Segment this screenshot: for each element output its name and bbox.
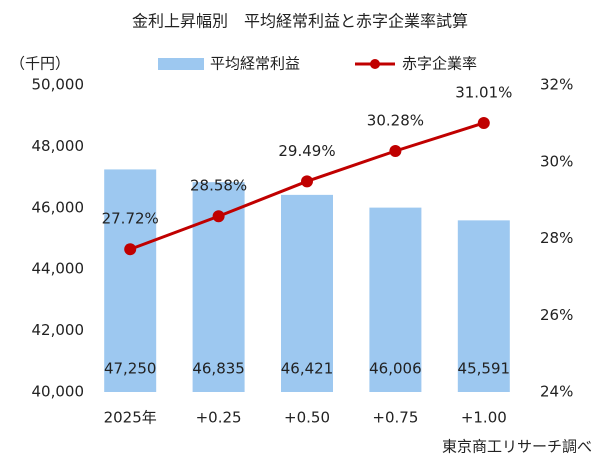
y2-tick-label: 28% xyxy=(540,229,573,247)
line-value-label: 28.58% xyxy=(190,177,247,195)
line-value-label: 31.01% xyxy=(455,83,512,101)
y-tick-label: 44,000 xyxy=(32,260,85,278)
legend-label: 赤字企業率 xyxy=(402,55,477,73)
line-point xyxy=(389,145,402,158)
legend-swatch xyxy=(158,58,204,70)
line-point xyxy=(477,116,490,129)
y-tick-label: 46,000 xyxy=(32,198,85,216)
legend-label: 平均経常利益 xyxy=(210,55,300,73)
bar-value-label: 47,250 xyxy=(104,360,157,378)
y-tick-label: 42,000 xyxy=(32,321,85,339)
bar-value-label: 45,591 xyxy=(458,360,511,378)
bar-value-label: 46,835 xyxy=(192,360,245,378)
bar-value-label: 46,006 xyxy=(369,360,422,378)
chart-title: 金利上昇幅別 平均経常利益と赤字企業率試算 xyxy=(132,12,468,31)
bar xyxy=(369,207,422,392)
bar-value-label: 46,421 xyxy=(281,360,334,378)
line-point xyxy=(212,210,225,223)
y2-tick-label: 32% xyxy=(540,76,573,94)
y2-tick-label: 24% xyxy=(540,383,573,401)
x-tick-label: +1.00 xyxy=(461,409,507,427)
bar xyxy=(457,220,510,392)
source-note: 東京商工リサーチ調べ xyxy=(442,438,592,456)
x-tick-label: +0.75 xyxy=(372,409,418,427)
y-tick-label: 48,000 xyxy=(32,137,85,155)
y-axis-label: （千円） xyxy=(10,55,70,73)
x-tick-label: +0.50 xyxy=(284,409,330,427)
line-value-label: 30.28% xyxy=(367,112,424,130)
line-point xyxy=(124,243,137,256)
line-value-label: 27.72% xyxy=(102,210,159,228)
x-tick-label: +0.25 xyxy=(196,409,242,427)
bar xyxy=(104,169,157,392)
y-tick-label: 40,000 xyxy=(32,383,85,401)
y-tick-label: 50,000 xyxy=(32,76,85,94)
bar xyxy=(281,194,333,392)
line-value-label: 29.49% xyxy=(278,142,335,160)
line-point xyxy=(301,175,313,188)
x-tick-label: 2025年 xyxy=(104,409,157,427)
y2-tick-label: 26% xyxy=(540,306,573,324)
y2-tick-label: 30% xyxy=(540,152,573,170)
legend-marker xyxy=(370,59,380,69)
